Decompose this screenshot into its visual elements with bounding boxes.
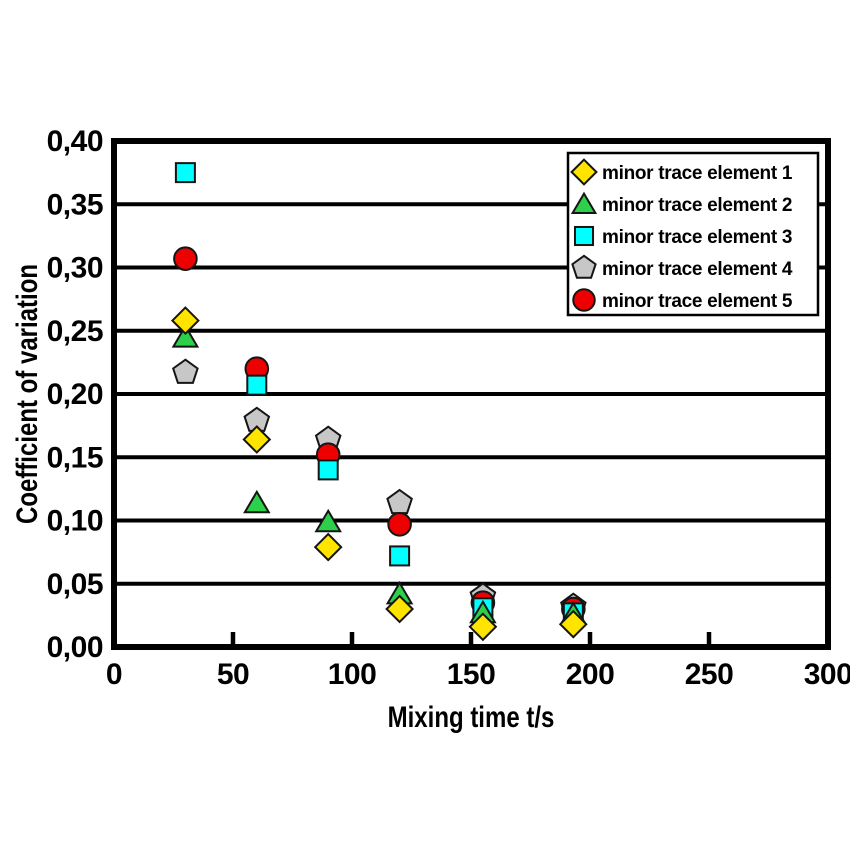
y-tick-label: 0,15 bbox=[47, 441, 103, 474]
marker-diamond-x30 bbox=[170, 306, 200, 336]
y-tick-label: 0,40 bbox=[47, 125, 103, 158]
y-tick-label: 0,00 bbox=[47, 631, 103, 664]
marker-square-x60 bbox=[246, 374, 268, 396]
marker-pentagon-x30 bbox=[172, 358, 199, 384]
x-tick-label: 250 bbox=[685, 658, 734, 691]
marker-square-x120 bbox=[389, 545, 411, 567]
marker-triangle-x60 bbox=[243, 489, 271, 514]
y-axis-title: Coefficient of variation bbox=[11, 263, 44, 525]
marker-square-x90 bbox=[317, 459, 339, 481]
marker-diamond-x60 bbox=[242, 425, 272, 454]
legend-label-3: minor trace element 3 bbox=[602, 227, 792, 248]
legend-marker-square-icon bbox=[573, 225, 595, 247]
x-tick-label: 200 bbox=[566, 658, 615, 691]
marker-circle-x30 bbox=[173, 246, 198, 271]
x-tick-label: 0 bbox=[106, 658, 122, 691]
y-tick-label: 0,30 bbox=[47, 252, 103, 285]
y-tick-label: 0,35 bbox=[47, 188, 103, 221]
legend-label-5: minor trace element 5 bbox=[602, 291, 793, 312]
legend-label-2: minor trace element 2 bbox=[602, 195, 792, 216]
legend-label-1: minor trace element 1 bbox=[602, 163, 793, 184]
x-tick-label: 300 bbox=[804, 658, 850, 691]
x-tick-label: 50 bbox=[217, 658, 249, 691]
marker-square-x30 bbox=[174, 162, 196, 184]
legend-label-4: minor trace element 4 bbox=[602, 259, 793, 280]
marker-diamond-x120 bbox=[385, 594, 415, 624]
marker-pentagon-x120 bbox=[386, 488, 413, 515]
marker-triangle-x90 bbox=[314, 508, 342, 533]
y-tick-label: 0,05 bbox=[47, 568, 103, 601]
legend-box bbox=[566, 151, 820, 317]
x-axis-title: Mixing time t/s bbox=[387, 701, 555, 734]
marker-triangle-x30 bbox=[171, 324, 200, 348]
marker-diamond-x193 bbox=[558, 609, 588, 639]
legend-marker-triangle-icon bbox=[570, 191, 598, 214]
marker-circle-x120 bbox=[387, 511, 412, 537]
legend-marker-diamond-icon bbox=[570, 158, 598, 186]
marker-diamond-x155 bbox=[468, 612, 498, 642]
x-tick-label: 100 bbox=[328, 658, 377, 691]
y-tick-label: 0,10 bbox=[47, 505, 103, 538]
x-tick-label: 150 bbox=[447, 658, 496, 691]
legend-marker-pentagon-icon bbox=[571, 254, 597, 279]
y-tick-label: 0,25 bbox=[47, 315, 103, 348]
marker-diamond-x90 bbox=[313, 532, 343, 562]
plot-frame bbox=[111, 138, 831, 650]
legend-marker-circle-icon bbox=[572, 288, 596, 312]
y-tick-label: 0,20 bbox=[47, 378, 103, 411]
